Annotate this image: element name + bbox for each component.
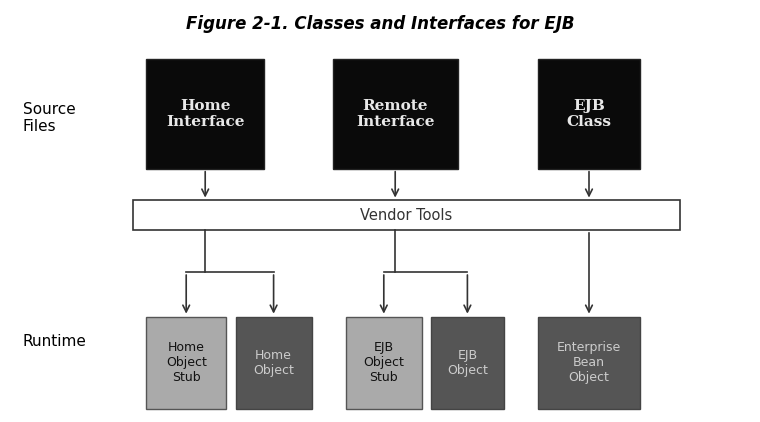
Text: Vendor Tools: Vendor Tools [360, 208, 453, 223]
Text: Home
Object: Home Object [253, 349, 294, 377]
Bar [146, 59, 264, 169]
Text: Enterprise
Bean
Object: Enterprise Bean Object [557, 341, 621, 384]
Text: Remote
Interface: Remote Interface [356, 99, 435, 129]
Text: Runtime: Runtime [23, 334, 87, 349]
Text: EJB
Object: EJB Object [447, 349, 488, 377]
Text: EJB
Class: EJB Class [566, 99, 612, 129]
Bar [346, 316, 422, 409]
Text: EJB
Object
Stub: EJB Object Stub [363, 341, 404, 384]
Bar [236, 316, 312, 409]
Bar [538, 59, 640, 169]
Bar [432, 316, 503, 409]
Bar [538, 316, 640, 409]
Bar [146, 316, 226, 409]
Bar [333, 59, 458, 169]
Text: Figure 2-1. Classes and Interfaces for EJB: Figure 2-1. Classes and Interfaces for E… [185, 15, 575, 33]
Text: Source
Files: Source Files [23, 102, 75, 134]
Bar [133, 200, 680, 230]
Text: Home
Interface: Home Interface [166, 99, 245, 129]
Text: Home
Object
Stub: Home Object Stub [166, 341, 207, 384]
